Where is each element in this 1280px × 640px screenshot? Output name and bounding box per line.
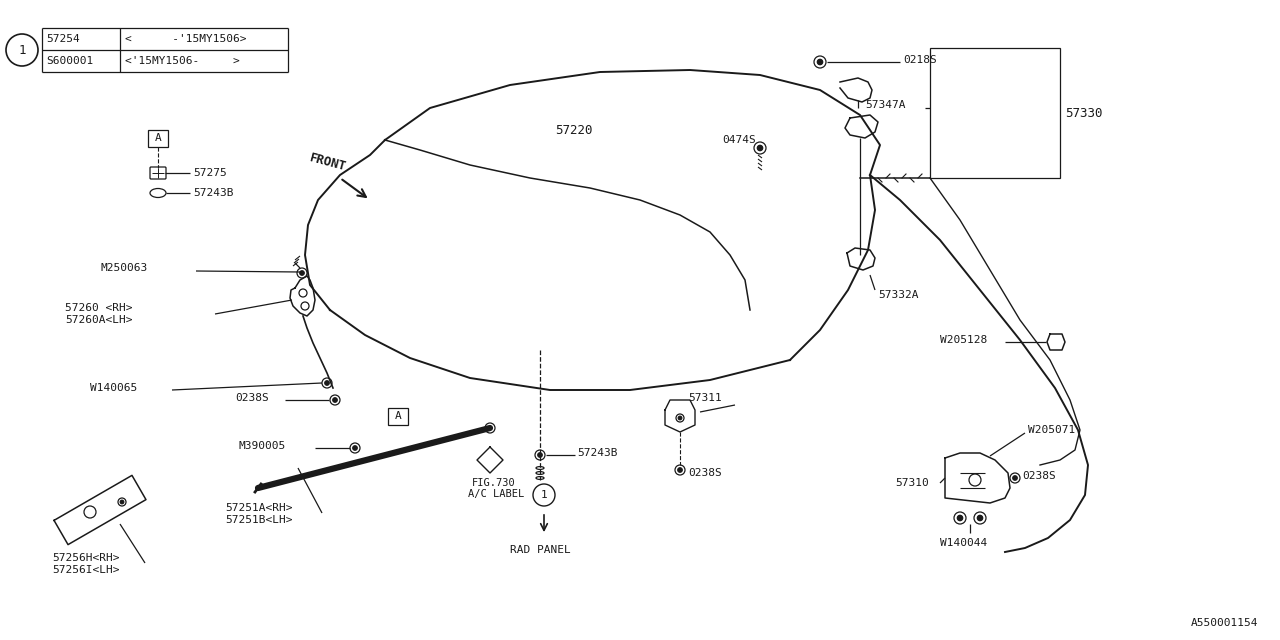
Text: 57311: 57311 xyxy=(689,393,722,403)
Text: A: A xyxy=(155,133,161,143)
Circle shape xyxy=(325,381,329,385)
Text: FRONT: FRONT xyxy=(308,151,348,173)
Text: W205128: W205128 xyxy=(940,335,987,345)
Circle shape xyxy=(333,397,337,403)
Text: 57332A: 57332A xyxy=(878,290,919,300)
Text: 57330: 57330 xyxy=(1065,106,1102,120)
Bar xyxy=(148,130,168,147)
Circle shape xyxy=(978,515,983,521)
Text: 57220: 57220 xyxy=(556,124,593,136)
Text: 0238S: 0238S xyxy=(689,468,722,478)
Circle shape xyxy=(677,468,682,472)
Text: 57251B<LH>: 57251B<LH> xyxy=(225,515,293,525)
Text: <      -'15MY1506>: < -'15MY1506> xyxy=(125,34,247,44)
Text: A: A xyxy=(394,411,402,421)
Text: 57251A<RH>: 57251A<RH> xyxy=(225,503,293,513)
Circle shape xyxy=(818,60,823,65)
Text: 1: 1 xyxy=(540,490,548,500)
Text: M390005: M390005 xyxy=(238,441,285,451)
Circle shape xyxy=(957,515,963,521)
Text: A550001154: A550001154 xyxy=(1190,618,1258,628)
Text: 57256H<RH>: 57256H<RH> xyxy=(52,553,119,563)
Circle shape xyxy=(1012,476,1018,480)
Bar xyxy=(931,48,1060,178)
Text: 1: 1 xyxy=(18,44,26,56)
Text: 0474S: 0474S xyxy=(722,135,755,145)
Circle shape xyxy=(353,445,357,451)
Circle shape xyxy=(485,423,495,433)
Text: 57310: 57310 xyxy=(895,478,929,488)
Text: A/C LABEL: A/C LABEL xyxy=(468,489,525,499)
Text: W205071: W205071 xyxy=(1028,425,1075,435)
Text: 57260A<LH>: 57260A<LH> xyxy=(65,315,133,325)
Circle shape xyxy=(678,416,682,420)
Text: S600001: S600001 xyxy=(46,56,93,66)
Text: 57260 <RH>: 57260 <RH> xyxy=(65,303,133,313)
Text: W140065: W140065 xyxy=(90,383,137,393)
Text: FIG.730: FIG.730 xyxy=(472,478,516,488)
Text: 57347A: 57347A xyxy=(865,100,905,110)
Bar xyxy=(388,408,408,425)
Text: 0238S: 0238S xyxy=(1021,471,1056,481)
Text: 0218S: 0218S xyxy=(902,55,937,65)
Text: W140044: W140044 xyxy=(940,538,987,548)
Circle shape xyxy=(120,500,124,504)
Text: <'15MY1506-     >: <'15MY1506- > xyxy=(125,56,239,66)
Text: 57275: 57275 xyxy=(193,168,227,178)
Circle shape xyxy=(758,145,763,150)
Circle shape xyxy=(300,271,305,275)
Circle shape xyxy=(538,452,543,457)
Text: 57254: 57254 xyxy=(46,34,79,44)
Text: M250063: M250063 xyxy=(100,263,147,273)
Text: RAD PANEL: RAD PANEL xyxy=(509,545,571,555)
Text: 57243B: 57243B xyxy=(193,188,233,198)
Text: 57256I<LH>: 57256I<LH> xyxy=(52,565,119,575)
FancyBboxPatch shape xyxy=(150,167,166,179)
Text: 57243B: 57243B xyxy=(577,448,617,458)
Text: 0238S: 0238S xyxy=(236,393,269,403)
